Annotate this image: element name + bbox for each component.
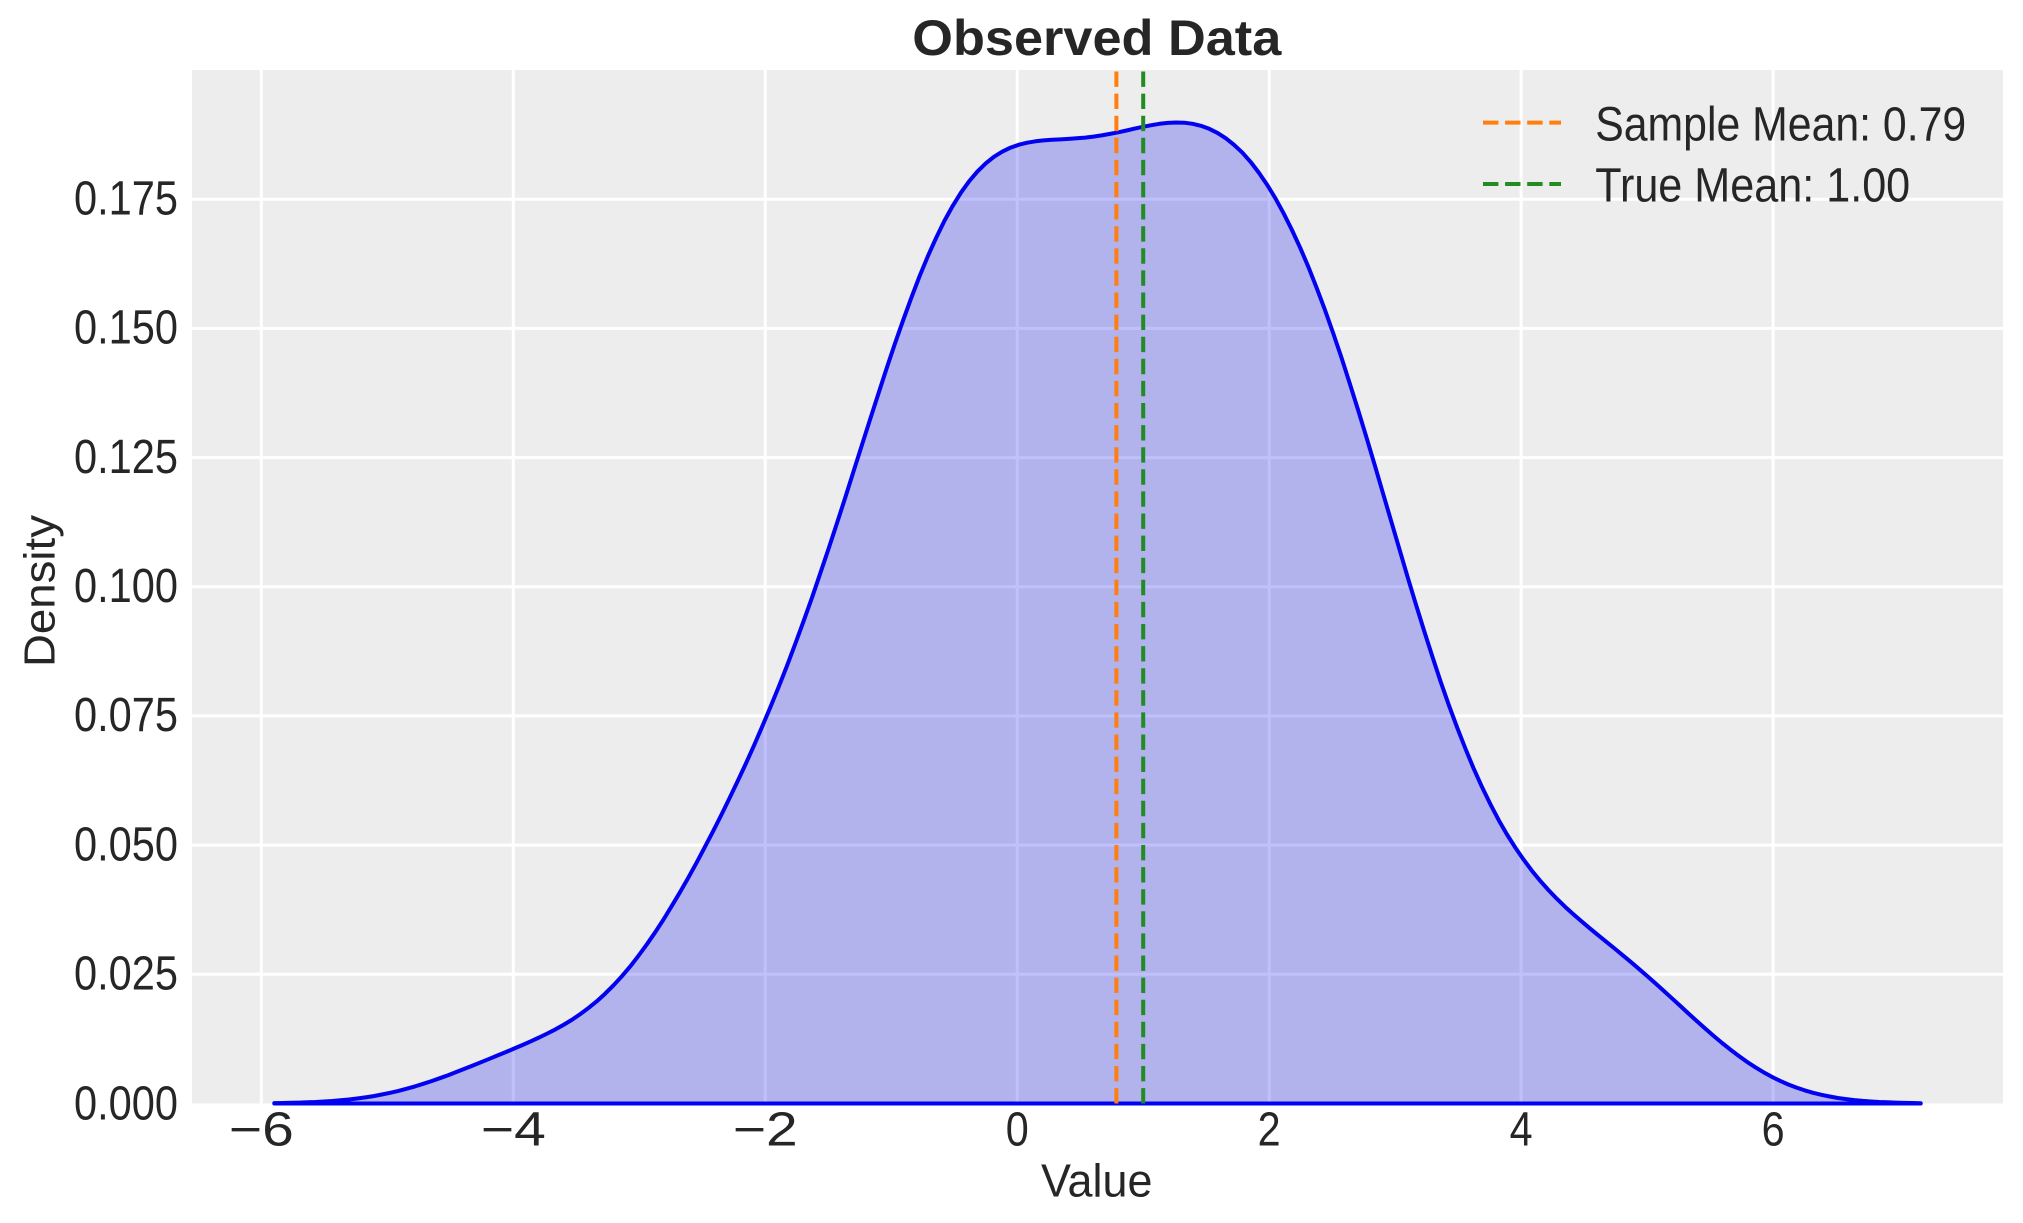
svg-text:0.175: 0.175: [74, 172, 178, 225]
svg-text:0.050: 0.050: [74, 818, 178, 871]
svg-text:Density: Density: [16, 515, 65, 667]
svg-text:True Mean: 1.00: True Mean: 1.00: [1595, 160, 1910, 213]
svg-text:0.125: 0.125: [74, 431, 178, 484]
svg-text:0.150: 0.150: [74, 302, 178, 355]
svg-text:0: 0: [1006, 1103, 1029, 1156]
svg-text:−6: −6: [229, 1103, 294, 1156]
svg-text:Value: Value: [1041, 1155, 1153, 1207]
svg-text:0.000: 0.000: [74, 1077, 178, 1130]
svg-text:0.100: 0.100: [74, 560, 178, 613]
svg-text:0.025: 0.025: [74, 948, 178, 1001]
svg-text:−4: −4: [481, 1103, 546, 1156]
svg-text:2: 2: [1258, 1103, 1281, 1156]
svg-text:4: 4: [1510, 1103, 1533, 1156]
svg-text:Sample Mean: 0.79: Sample Mean: 0.79: [1595, 98, 1966, 151]
svg-text:6: 6: [1762, 1103, 1785, 1156]
svg-text:Observed Data: Observed Data: [912, 10, 1282, 66]
svg-text:−2: −2: [733, 1103, 798, 1156]
svg-text:0.075: 0.075: [74, 689, 178, 742]
